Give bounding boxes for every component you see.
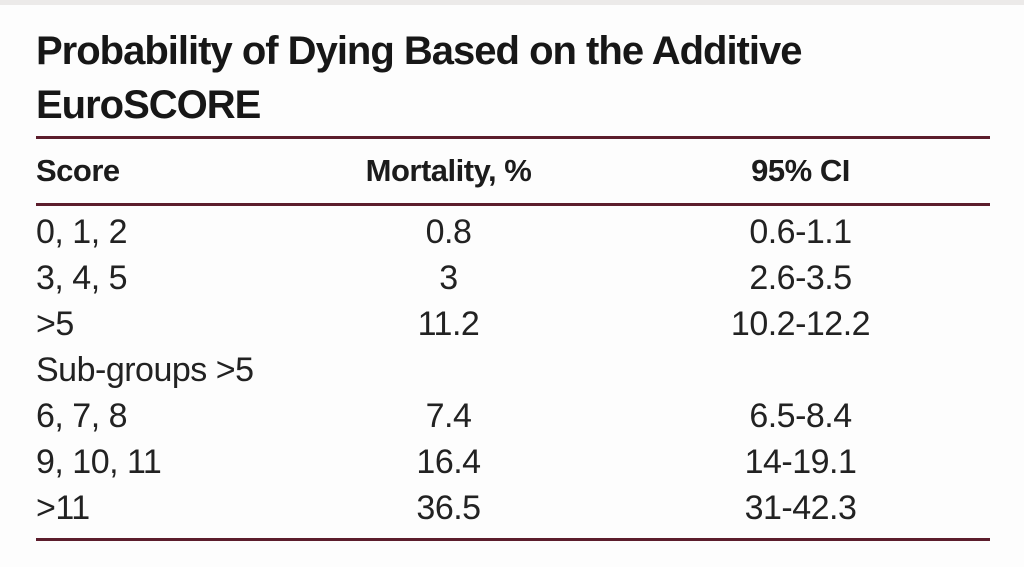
ci-cell: 2.6-3.5 [749,258,852,297]
score-cell: 0, 1, 2 [36,212,128,251]
table-row: 0, 1, 2 0.8 0.6-1.1 [36,209,990,255]
column-header-mortality: Mortality, % [365,153,532,188]
mortality-cell: 0.8 [425,212,472,251]
table-row: 9, 10, 11 16.4 14-19.1 [36,439,990,485]
ci-cell: 0.6-1.1 [749,212,852,251]
divider-bottom [36,538,990,541]
table-body: 0, 1, 2 0.8 0.6-1.1 3, 4, 5 3 2.6-3.5 >5… [36,206,990,531]
spacer [36,531,990,538]
table-title: Probability of Dying Based on the Additi… [36,29,802,127]
table-row: >11 36.5 31-42.3 [36,485,990,531]
mortality-cell: 36.5 [416,488,481,527]
ci-cell: 14-19.1 [744,442,857,481]
divider-top [36,136,990,139]
scan-edge-band [0,0,1024,5]
column-header-score: Score [36,153,120,188]
column-header-ci: 95% CI [751,153,850,188]
score-cell: 3, 4, 5 [36,258,128,297]
ci-cell: 31-42.3 [744,488,857,527]
score-cell: Sub-groups >5 [36,350,254,389]
score-cell: >11 [36,488,90,527]
score-cell: >5 [36,304,74,343]
table-row: 3, 4, 5 3 2.6-3.5 [36,255,990,301]
table-row: >5 11.2 10.2-12.2 [36,301,990,347]
divider-header [36,203,990,206]
score-cell: 9, 10, 11 [36,442,162,481]
mortality-cell: 7.4 [425,396,472,435]
mortality-cell: 3 [439,258,458,297]
ci-cell: 6.5-8.4 [749,396,852,435]
table-row: 6, 7, 8 7.4 6.5-8.4 [36,393,990,439]
table-header-row: Score Mortality, % 95% CI [36,139,990,203]
ci-cell: 10.2-12.2 [730,304,871,343]
journal-table: Probability of Dying Based on the Additi… [0,24,1024,541]
table-row-subgroup-label: Sub-groups >5 [36,347,990,393]
mortality-cell: 11.2 [417,304,480,343]
score-cell: 6, 7, 8 [36,396,128,435]
mortality-cell: 16.4 [416,442,481,481]
